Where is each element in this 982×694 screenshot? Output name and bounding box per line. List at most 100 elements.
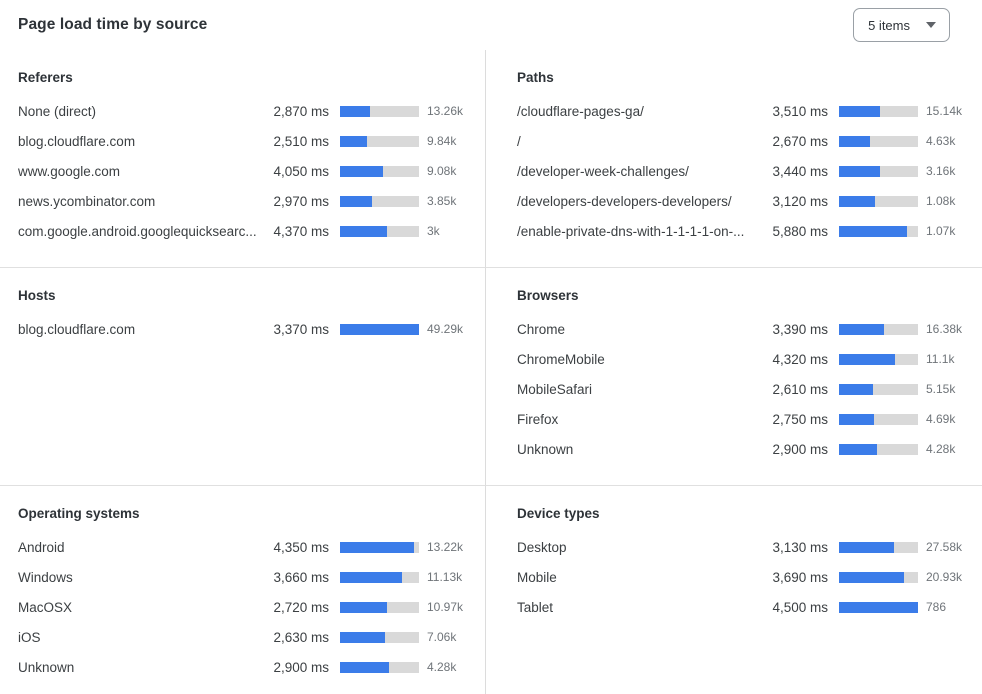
row-count: 4.28k xyxy=(926,442,956,456)
panel-title: Referers xyxy=(18,70,73,85)
bar-fill xyxy=(839,323,884,335)
row-ms-value: 2,970 ms xyxy=(273,193,329,209)
row-count: 13.26k xyxy=(427,104,464,118)
panel-paths: Paths/cloudflare-pages-ga/3,510 ms 15.14k… xyxy=(486,50,982,267)
row-ms-value: 3,510 ms xyxy=(772,103,828,119)
bar-fill xyxy=(340,601,387,613)
bar-fill xyxy=(839,601,918,613)
bar-track xyxy=(839,383,918,395)
card-header: Page load time by source 5 items xyxy=(0,0,982,50)
row-ms-value: 3,690 ms xyxy=(772,569,828,585)
row-label: Mobile xyxy=(517,569,557,585)
table-row: blog.cloudflare.com 2,510 ms 9.84k xyxy=(18,126,475,156)
table-row: Firefox 2,750 ms 4.69k xyxy=(517,404,974,434)
bar-track xyxy=(340,195,419,207)
panel-title: Hosts xyxy=(18,288,56,303)
row-ms-value: 2,720 ms xyxy=(273,599,329,615)
table-row: iOS 2,630 ms 7.06k xyxy=(18,622,475,652)
table-row: /developers-developers-developers/3,120 … xyxy=(517,186,974,216)
table-row: Chrome 3,390 ms 16.38k xyxy=(517,314,974,344)
row-label: Tablet xyxy=(517,599,554,615)
bar-track xyxy=(839,413,918,425)
table-row: Tablet 4,500 ms 786 xyxy=(517,592,974,622)
bar-fill xyxy=(839,443,877,455)
table-row: news.ycombinator.com 2,970 ms 3.85k xyxy=(18,186,475,216)
row-label: news.ycombinator.com xyxy=(18,193,156,209)
row-count: 10.97k xyxy=(427,600,464,614)
panel-device-types: Device types Desktop 3,130 ms 27.58k Mobile 3… xyxy=(486,485,982,694)
bar-fill xyxy=(340,195,372,207)
panel-title: Paths xyxy=(517,70,554,85)
row-label: blog.cloudflare.com xyxy=(18,133,136,149)
row-count: 4.69k xyxy=(926,412,956,426)
row-ms-value: 2,750 ms xyxy=(772,411,828,427)
row-ms-value: 3,660 ms xyxy=(273,569,329,585)
row-count: 786 xyxy=(926,600,947,614)
bar-fill xyxy=(839,225,908,237)
row-label: /cloudflare-pages-ga/ xyxy=(517,103,644,119)
table-row: Windows 3,660 ms 11.13k xyxy=(18,562,475,592)
bar-fill xyxy=(340,631,385,643)
row-ms-value: 4,350 ms xyxy=(273,539,329,555)
row-label: Windows xyxy=(18,569,73,585)
row-ms-value: 2,900 ms xyxy=(772,441,828,457)
row-ms-value: 2,870 ms xyxy=(273,103,329,119)
row-count: 9.08k xyxy=(427,164,457,178)
row-ms-value: 2,610 ms xyxy=(772,381,828,397)
bar-track xyxy=(839,601,918,613)
row-count: 15.14k xyxy=(926,104,963,118)
panel-title: Operating systems xyxy=(18,506,140,521)
bar-fill xyxy=(340,105,371,117)
bar-track xyxy=(839,323,918,335)
bar-fill xyxy=(340,165,384,177)
row-count: 13.22k xyxy=(427,540,464,554)
bar-track xyxy=(839,571,918,583)
bar-track xyxy=(340,541,419,553)
bar-track xyxy=(839,353,918,365)
table-row: MobileSafari 2,610 ms 5.15k xyxy=(517,374,974,404)
row-ms-value: 3,130 ms xyxy=(772,539,828,555)
row-count: 49.29k xyxy=(427,322,464,336)
panels-grid: Referers None (direct) 2,870 ms 13.26k blog.… xyxy=(0,50,982,694)
bar-track xyxy=(340,661,419,673)
panel-operating-systems: Operating systems Android 4,350 ms 13.22k Wi… xyxy=(0,485,486,694)
bar-track xyxy=(839,135,918,147)
row-label: iOS xyxy=(18,629,41,645)
bar-track xyxy=(839,195,918,207)
row-label: Firefox xyxy=(517,411,559,427)
bar-fill xyxy=(340,541,414,553)
bar-track xyxy=(340,571,419,583)
row-label: blog.cloudflare.com xyxy=(18,321,136,337)
bar-fill xyxy=(839,135,871,147)
bar-track xyxy=(340,601,419,613)
row-count: 11.1k xyxy=(926,352,955,366)
row-ms-value: 2,630 ms xyxy=(273,629,329,645)
bar-fill xyxy=(340,225,387,237)
row-label: MobileSafari xyxy=(517,381,593,397)
items-count-dropdown[interactable]: 5 items xyxy=(853,8,950,42)
bar-track xyxy=(340,135,419,147)
row-label: Android xyxy=(18,539,65,555)
table-row: Desktop 3,130 ms 27.58k xyxy=(517,532,974,562)
row-count: 16.38k xyxy=(926,322,963,336)
row-label: /developers-developers-developers/ xyxy=(517,193,732,209)
panel-hosts: Hosts blog.cloudflare.com 3,370 ms 49.29k xyxy=(0,267,486,485)
chevron-down-icon xyxy=(926,22,936,28)
bar-fill xyxy=(839,413,875,425)
row-label: ChromeMobile xyxy=(517,351,605,367)
bar-track xyxy=(839,443,918,455)
row-ms-value: 3,440 ms xyxy=(772,163,828,179)
row-ms-value: 2,670 ms xyxy=(772,133,828,149)
row-count: 4.28k xyxy=(427,660,457,674)
table-row: Unknown 2,900 ms 4.28k xyxy=(18,652,475,682)
bar-track xyxy=(839,225,918,237)
bar-track xyxy=(839,541,918,553)
bar-track xyxy=(340,323,419,335)
row-ms-value: 5,880 ms xyxy=(772,223,828,239)
row-ms-value: 4,050 ms xyxy=(273,163,329,179)
page-title: Page load time by source xyxy=(18,16,208,33)
bar-track xyxy=(340,631,419,643)
bar-fill xyxy=(839,195,876,207)
bar-fill xyxy=(340,135,367,147)
row-ms-value: 3,120 ms xyxy=(772,193,828,209)
